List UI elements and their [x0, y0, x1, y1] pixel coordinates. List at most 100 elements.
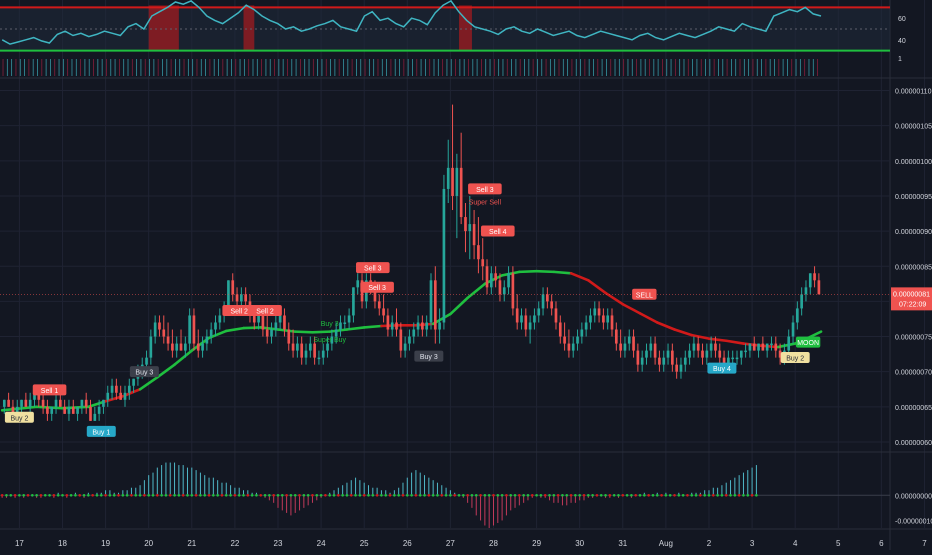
candle — [205, 329, 209, 351]
candle-body — [800, 294, 803, 309]
oscillator-dot — [99, 493, 103, 497]
candle-body — [343, 322, 347, 324]
ma-segment — [673, 328, 694, 337]
time-tick-label: 31 — [618, 539, 627, 548]
candle-body — [533, 315, 536, 323]
oscillator-dot — [78, 493, 82, 497]
candle — [283, 308, 286, 337]
oscillator-dot — [362, 493, 366, 497]
candle — [701, 343, 704, 365]
candle — [7, 392, 10, 407]
candle — [20, 399, 23, 414]
candle-body — [403, 343, 407, 351]
time-tick-label: 3 — [750, 539, 755, 548]
candle — [662, 350, 666, 372]
oscillator-dot — [681, 493, 685, 497]
candle — [287, 322, 291, 351]
time-tick-label: 28 — [489, 539, 498, 548]
ma-segment — [587, 279, 607, 295]
oscillator-dot — [655, 493, 659, 497]
oscillator-dot — [125, 493, 129, 497]
candle-body — [330, 336, 334, 344]
signal-label: SELL — [632, 288, 657, 300]
oscillator-dot — [599, 493, 603, 497]
candle — [127, 378, 131, 400]
candle — [71, 399, 75, 414]
signal-strip — [2, 59, 818, 76]
candle-body — [438, 322, 441, 330]
candle-body — [46, 406, 49, 414]
oscillator-dot — [311, 493, 314, 497]
candle — [580, 322, 584, 344]
candle-body — [67, 406, 71, 414]
candle-body — [421, 322, 424, 330]
signal-label-text: MOON — [797, 340, 819, 347]
candle — [300, 336, 304, 365]
candle-body — [429, 280, 433, 323]
candle-body — [7, 399, 10, 407]
oscillator-dot — [259, 493, 263, 497]
candle-body — [175, 343, 179, 351]
oscillator-dot — [393, 493, 396, 497]
signal-label: Buy 2 — [780, 352, 810, 364]
candle — [274, 315, 278, 337]
candle-body — [731, 357, 735, 360]
oscillator-dot — [104, 493, 107, 497]
candle — [343, 315, 347, 330]
oscillator-dot — [690, 493, 694, 497]
candle — [679, 357, 683, 379]
price-tick-label: 0.00000105 — [895, 124, 932, 131]
oscillator-dot — [281, 493, 284, 497]
oscillator-dot — [52, 493, 56, 497]
oscillator-dot — [276, 493, 280, 497]
signal-label-box — [248, 304, 282, 316]
candle — [356, 273, 360, 295]
candle-body — [658, 357, 661, 365]
ma-segment — [569, 271, 590, 282]
candle-body — [54, 399, 58, 407]
candle — [442, 174, 446, 330]
candle-body — [748, 343, 752, 351]
signal-label-box — [86, 425, 116, 437]
ma-segment — [500, 270, 521, 277]
oscillator-dot — [35, 493, 38, 497]
oscillator-dot — [220, 493, 224, 497]
time-tick-label: 23 — [274, 539, 283, 548]
candle-body — [231, 280, 235, 295]
ma-segment — [535, 269, 556, 274]
candle-body — [606, 315, 610, 323]
oscillator-dot — [151, 493, 155, 497]
candle — [123, 385, 127, 407]
oscillator-dot — [263, 493, 267, 497]
oscillator-dot — [500, 493, 504, 497]
oscillator-dot — [48, 493, 51, 497]
candle-body — [636, 350, 640, 365]
candle — [757, 343, 760, 358]
price-panel: 0.00000110 0.00000105 0.00000100 0.00000095… — [0, 89, 932, 447]
oscillator-dot — [431, 493, 435, 497]
oscillator-dot — [462, 493, 465, 497]
signal-labels: Buy 2 Sell 1 Buy 1 Buy 3 Sell 2 Sell 2 Buy 3 Su… — [4, 183, 821, 437]
price-tick-label: 0.00000100 — [895, 159, 932, 166]
candle-body — [183, 343, 187, 351]
signal-label-box — [222, 304, 257, 316]
rsi-line — [1, 0, 822, 45]
last-price-tag — [891, 287, 932, 311]
signal-text: Super Sell — [469, 199, 502, 206]
time-tick-label: 5 — [836, 539, 841, 548]
signal-label: Buy 3 — [129, 366, 159, 378]
candle-body — [498, 280, 502, 295]
candle — [209, 322, 213, 344]
candle-body — [317, 357, 321, 360]
candle-body — [41, 399, 45, 407]
candle-body — [50, 406, 54, 414]
oscillator-dot — [384, 493, 388, 497]
oscillator-dot — [479, 493, 482, 497]
price-tick-label: 0.00000065 — [895, 405, 932, 412]
oscillator-dot — [39, 493, 43, 497]
signal-label: MOON — [795, 336, 821, 348]
candle-body — [653, 343, 657, 358]
